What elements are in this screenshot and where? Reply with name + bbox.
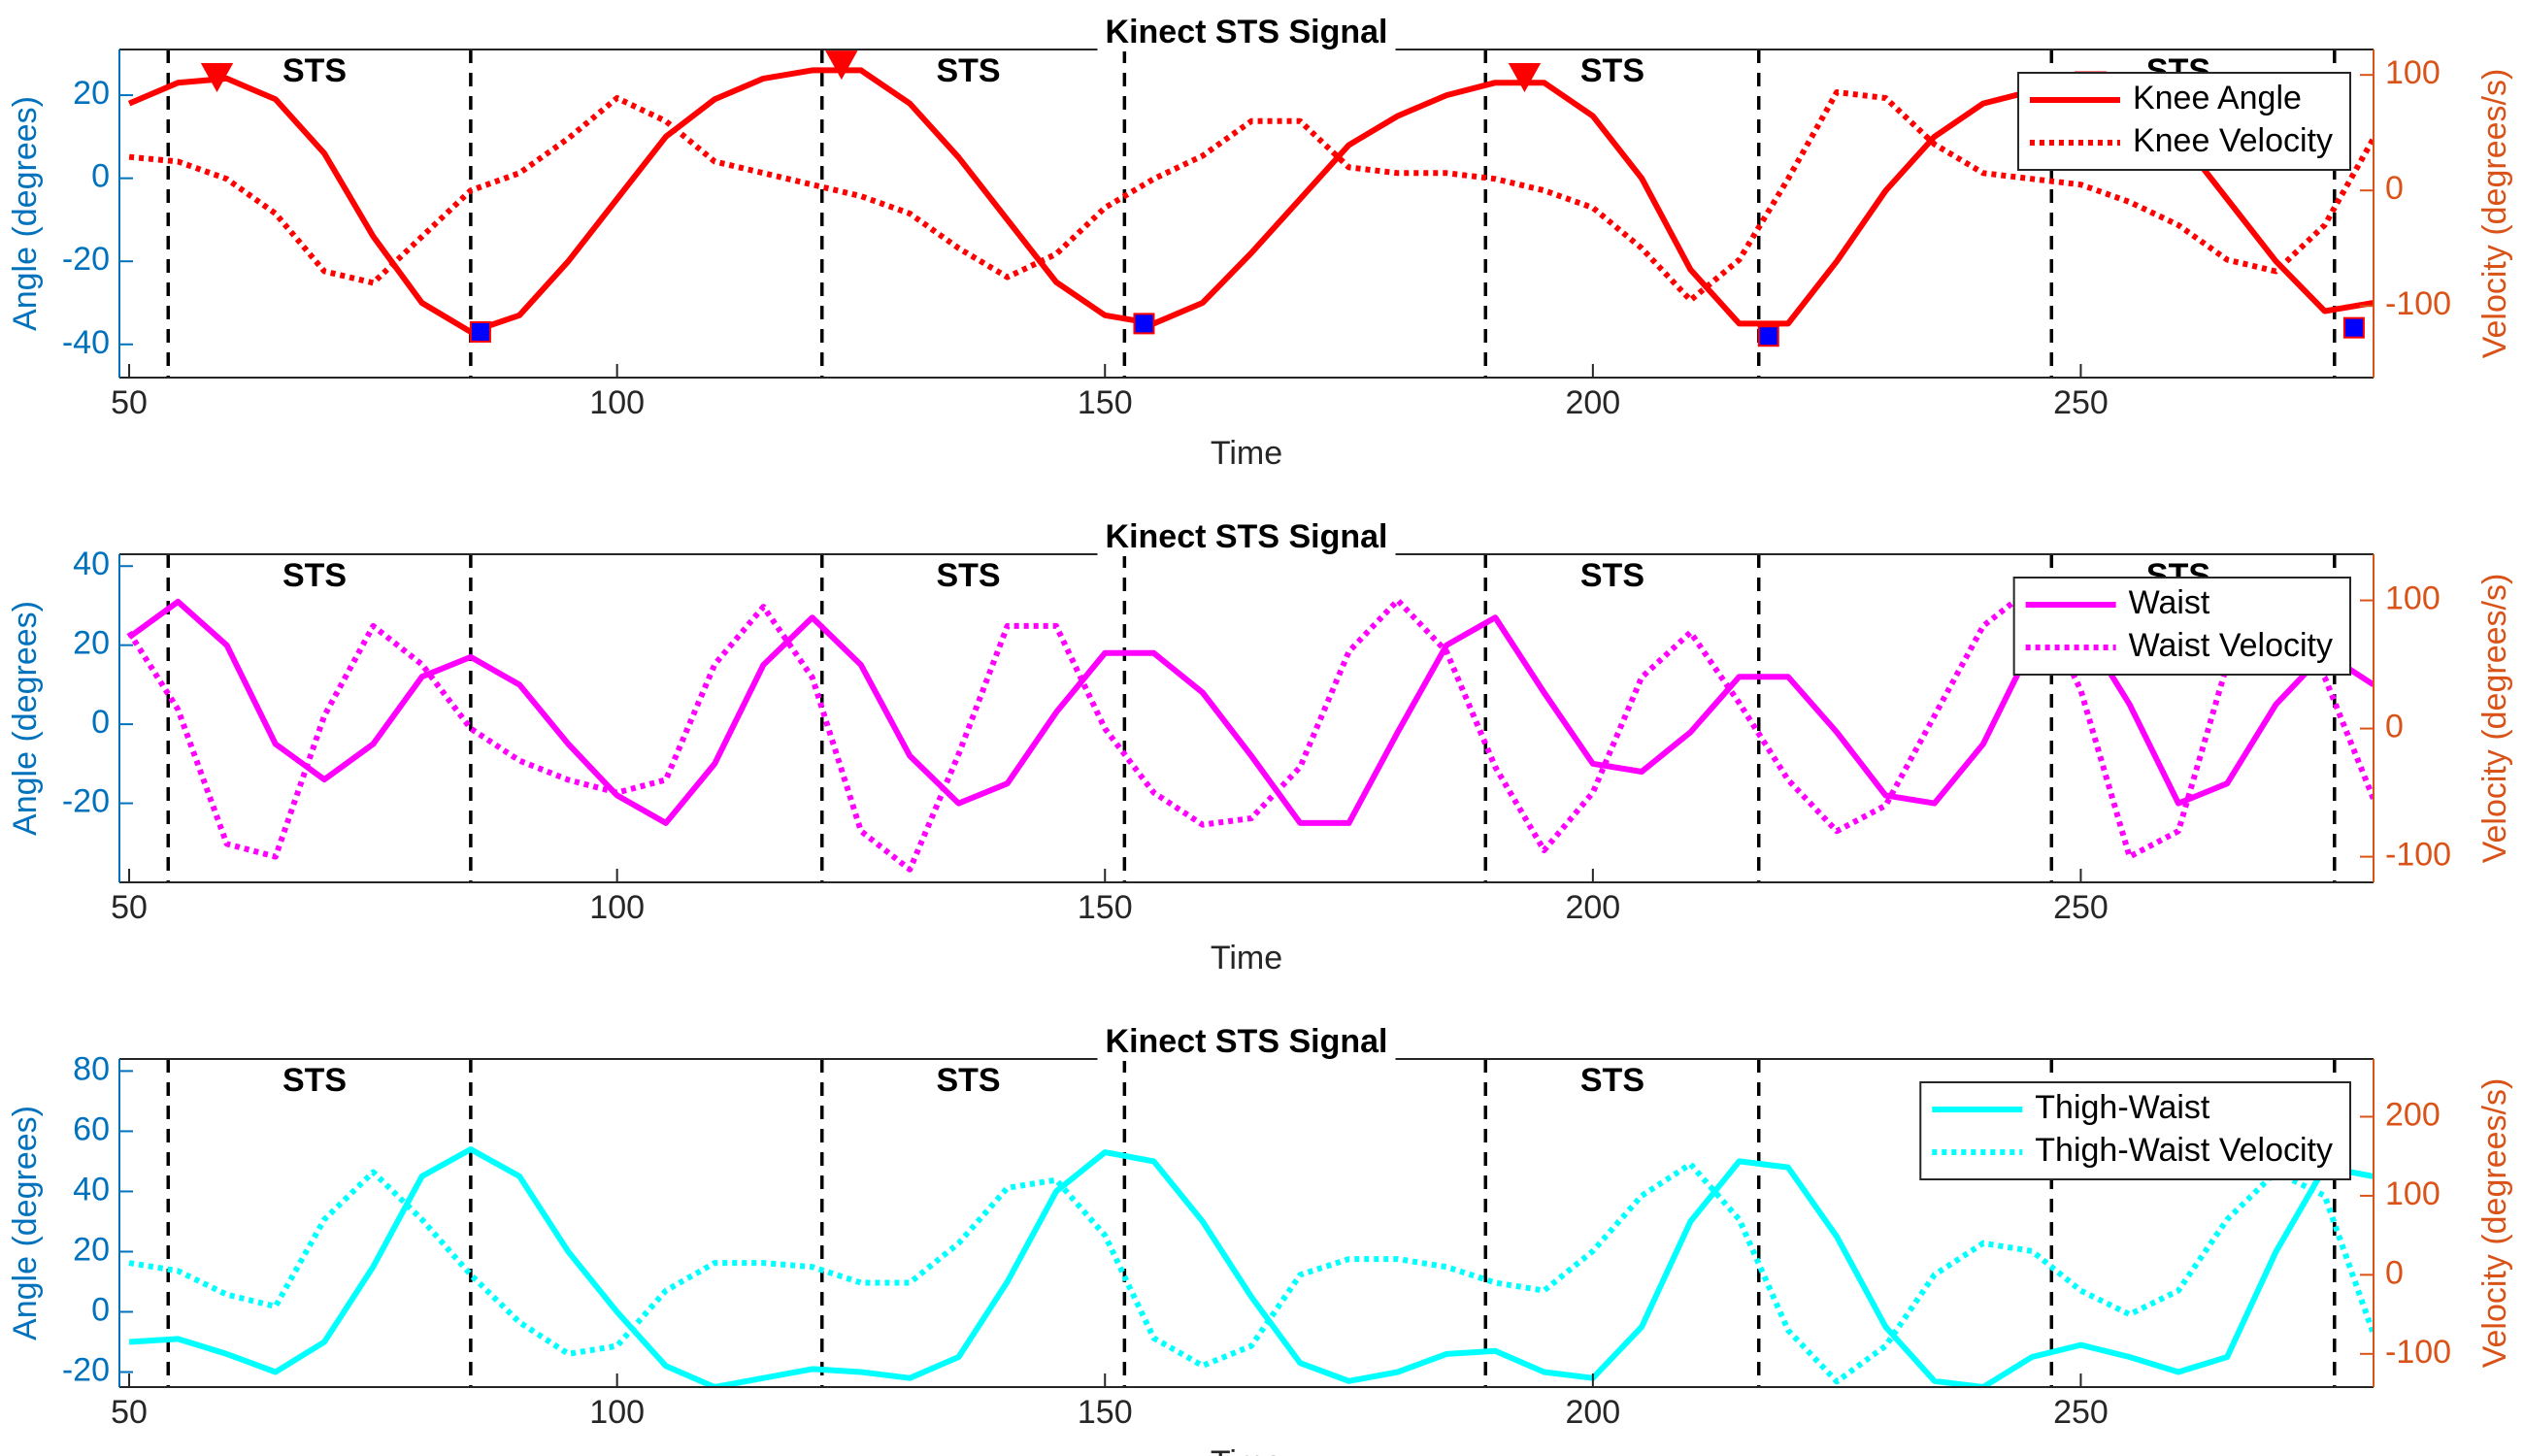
annotation: STS bbox=[936, 1062, 1000, 1099]
plot-area: STS STS STS STS bbox=[126, 554, 2374, 882]
y-tick-label: -20 bbox=[62, 241, 110, 278]
legend-label: Waist bbox=[2129, 584, 2210, 621]
series-line bbox=[128, 1161, 2374, 1385]
x-tick-label: 150 bbox=[1078, 889, 1133, 926]
plot-area: STS STS STS bbox=[128, 1059, 2374, 1387]
legend: Thigh-Waist Thigh-Waist Velocity bbox=[1919, 1081, 2351, 1180]
trough-marker bbox=[1133, 313, 1155, 335]
y-tick-label: 0 bbox=[91, 1291, 110, 1328]
legend-box bbox=[2012, 577, 2351, 676]
x-tick-label: 50 bbox=[111, 384, 148, 421]
y-tick-label: -40 bbox=[62, 324, 110, 361]
x-tick-label: 50 bbox=[111, 889, 148, 926]
x-axis-label: Time bbox=[1211, 435, 1282, 472]
y-tick-label: 40 bbox=[73, 546, 110, 582]
peak-marker bbox=[825, 50, 858, 81]
annotation: STS bbox=[282, 52, 347, 89]
legend-label: Thigh-Waist Velocity bbox=[2035, 1132, 2333, 1169]
y-tick-label: 20 bbox=[73, 75, 110, 112]
y2-tick-label: 0 bbox=[2385, 170, 2404, 207]
x-tick-label: 100 bbox=[589, 889, 645, 926]
chart-title: Kinect STS Signal bbox=[1106, 1023, 1388, 1060]
trough-marker bbox=[469, 320, 491, 343]
x-tick-label: 50 bbox=[111, 1394, 148, 1431]
y-tick-label: -20 bbox=[62, 783, 110, 820]
x-axis-label: Time bbox=[1211, 940, 1282, 976]
annotation: STS bbox=[282, 1062, 347, 1099]
y-tick-label: 20 bbox=[73, 625, 110, 662]
y2-tick-label: -100 bbox=[2385, 1334, 2451, 1371]
y2-tick-label: 100 bbox=[2385, 54, 2441, 91]
y2-tick-label: -100 bbox=[2385, 837, 2451, 874]
x-tick-label: 250 bbox=[2053, 889, 2109, 926]
y2-tick-label: 0 bbox=[2385, 709, 2404, 745]
series-line bbox=[127, 67, 2374, 335]
y-tick-label: 40 bbox=[73, 1171, 110, 1208]
y2-axis-label: Velocity (degrees/s) bbox=[2476, 69, 2513, 359]
annotation: STS bbox=[1580, 557, 1644, 594]
annotation: STS bbox=[1580, 1062, 1644, 1099]
x-axis-label: Time bbox=[1211, 1444, 1282, 1456]
y2-tick-label: 200 bbox=[2385, 1096, 2441, 1133]
chart-title: Kinect STS Signal bbox=[1106, 518, 1388, 555]
annotation: STS bbox=[282, 557, 347, 594]
y-tick-label: 20 bbox=[73, 1231, 110, 1268]
annotation: STS bbox=[936, 52, 1000, 89]
y2-axis-label: Velocity (degrees/s) bbox=[2476, 574, 2513, 864]
legend-label: Waist Velocity bbox=[2129, 627, 2333, 664]
y-tick-label: 60 bbox=[73, 1110, 110, 1147]
series-line bbox=[128, 89, 2374, 304]
y-axis-label: Angle (degrees) bbox=[7, 96, 44, 331]
y-tick-label: 0 bbox=[91, 704, 110, 741]
series-line bbox=[128, 1146, 2374, 1387]
x-tick-label: 250 bbox=[2053, 1394, 2109, 1431]
plot-area: STS STS STS STS bbox=[127, 50, 2374, 378]
y-axis-label: Angle (degrees) bbox=[7, 1106, 44, 1340]
x-tick-label: 200 bbox=[1565, 889, 1620, 926]
legend-label: Thigh-Waist bbox=[2035, 1089, 2210, 1126]
legend-label: Knee Velocity bbox=[2133, 122, 2333, 159]
x-tick-label: 150 bbox=[1078, 1394, 1133, 1431]
y2-tick-label: 100 bbox=[2385, 580, 2441, 617]
annotation: STS bbox=[1580, 52, 1644, 89]
y2-tick-label: 0 bbox=[2385, 1254, 2404, 1291]
x-tick-label: 100 bbox=[589, 384, 645, 421]
title-bg bbox=[1097, 1057, 1396, 1061]
legend: Waist Waist Velocity bbox=[2012, 577, 2351, 676]
annotation: STS bbox=[936, 557, 1000, 594]
y2-tick-label: -100 bbox=[2385, 285, 2451, 322]
chart-title: Kinect STS Signal bbox=[1106, 14, 1388, 50]
x-tick-label: 250 bbox=[2053, 384, 2109, 421]
y2-axis-label: Velocity (degrees/s) bbox=[2476, 1078, 2513, 1369]
y-tick-label: 80 bbox=[73, 1050, 110, 1087]
y2-tick-label: 100 bbox=[2385, 1175, 2441, 1212]
series-line bbox=[126, 584, 2374, 873]
legend: Knee Angle Knee Velocity bbox=[2016, 72, 2351, 171]
peak-marker bbox=[1508, 62, 1542, 93]
y-axis-label: Angle (degrees) bbox=[7, 601, 44, 836]
legend-label: Knee Angle bbox=[2133, 80, 2302, 116]
title-bg bbox=[1097, 48, 1396, 51]
x-tick-label: 150 bbox=[1078, 384, 1133, 421]
title-bg bbox=[1097, 552, 1396, 556]
legend-box bbox=[1919, 1081, 2351, 1180]
x-tick-label: 200 bbox=[1565, 384, 1620, 421]
trough-marker bbox=[2342, 316, 2365, 339]
trough-marker bbox=[1757, 325, 1779, 347]
legend-box bbox=[2016, 72, 2351, 171]
x-tick-label: 100 bbox=[589, 1394, 645, 1431]
y-tick-label: -20 bbox=[62, 1351, 110, 1388]
peak-marker bbox=[200, 62, 234, 93]
x-tick-label: 200 bbox=[1565, 1394, 1620, 1431]
y-tick-label: 0 bbox=[91, 158, 110, 195]
series-line bbox=[127, 598, 2374, 826]
